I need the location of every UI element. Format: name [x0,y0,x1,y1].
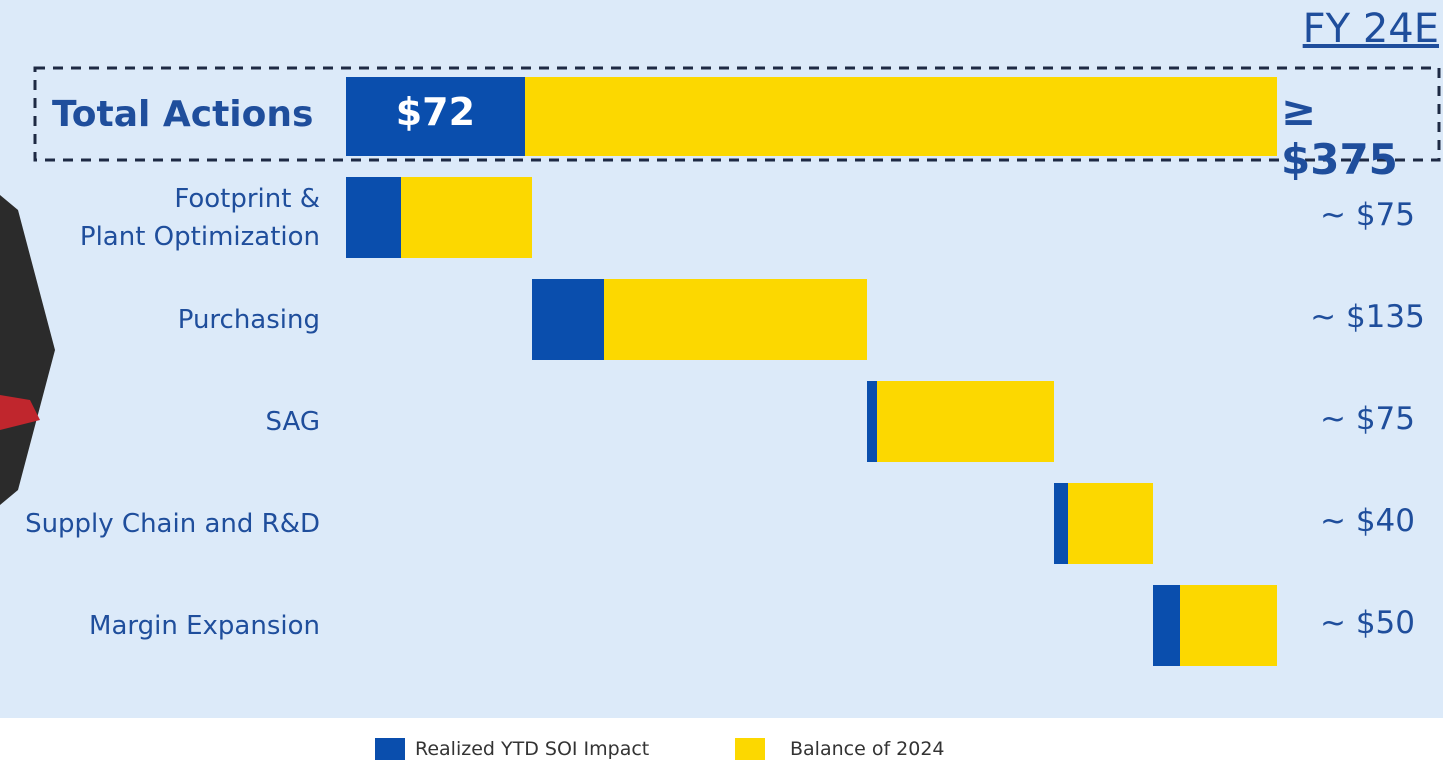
bar [532,279,605,360]
category-label: Supply Chain and R&D [25,508,320,539]
bar [867,381,878,462]
total-label: ~ $40 [1320,503,1415,539]
bar [604,279,868,360]
category-label: Footprint & Plant Optimization [79,183,320,252]
side-image-accent [0,395,40,430]
category-label: Purchasing [177,304,320,335]
total-label: ~ $50 [1320,605,1415,641]
legend-swatch [735,738,765,760]
chart: FY 24E Total Actions $72 ≥ $375 Footprint &… [0,0,1443,718]
chart-title: FY 24E [1302,6,1439,52]
legend-label: Realized YTD SOI Impact [415,738,650,760]
category-label: SAG [265,406,320,437]
category-label: Margin Expansion [89,610,320,641]
bar [877,381,1054,462]
total-label: ~ $75 [1320,197,1415,233]
bar [1180,585,1277,666]
total-label: ~ $135 [1310,299,1425,335]
legend-swatch [375,738,405,760]
bar [524,77,1277,156]
side-image [0,195,55,505]
bar [1068,483,1153,564]
bar [1152,585,1181,666]
bar [400,177,533,258]
total-label: Total Actions [52,94,314,135]
bar [346,177,401,258]
total-box [33,66,1441,162]
total-value-label: ≥ $375 [1281,86,1398,184]
decor [0,66,1441,505]
data-label: $72 [395,90,476,134]
legend-label: Balance of 2024 [790,738,945,760]
total-label: ~ $75 [1320,401,1415,437]
bar [346,77,525,156]
bar [1053,483,1069,564]
